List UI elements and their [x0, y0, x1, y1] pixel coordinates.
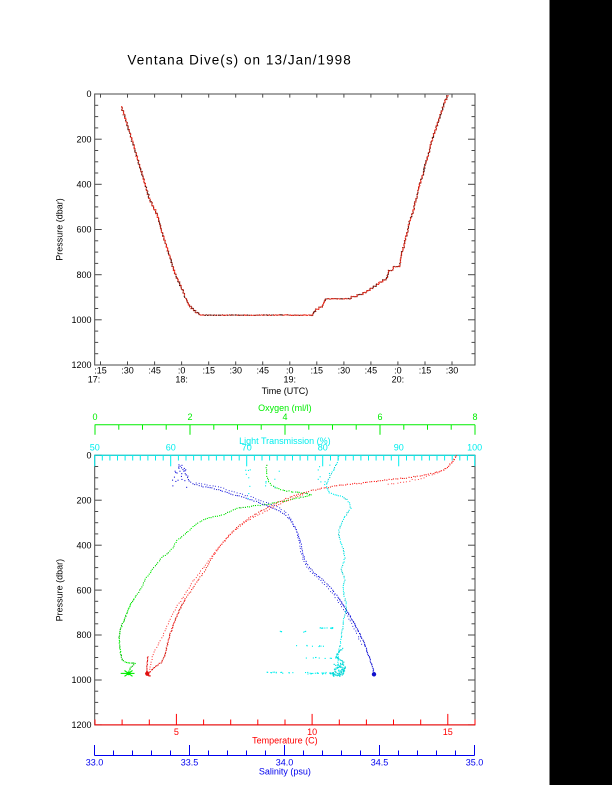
- svg-text:17:: 17:: [88, 375, 101, 385]
- svg-text:200: 200: [76, 495, 91, 505]
- svg-text::45: :45: [148, 366, 161, 376]
- svg-text:34.5: 34.5: [371, 757, 389, 767]
- svg-text:Time (UTC): Time (UTC): [262, 386, 309, 396]
- svg-text:Pressure (dbar): Pressure (dbar): [55, 198, 65, 261]
- svg-text:19:: 19:: [283, 375, 296, 385]
- svg-text:600: 600: [76, 225, 91, 235]
- svg-text::15: :15: [311, 366, 324, 376]
- svg-text:90: 90: [394, 443, 404, 453]
- svg-text:1000: 1000: [71, 675, 91, 685]
- svg-text:70: 70: [242, 443, 252, 453]
- svg-text:50: 50: [90, 443, 100, 453]
- svg-text:800: 800: [76, 270, 91, 280]
- svg-text:34.0: 34.0: [276, 757, 294, 767]
- svg-text:1000: 1000: [71, 315, 91, 325]
- svg-text:600: 600: [76, 585, 91, 595]
- svg-text:33.0: 33.0: [86, 757, 104, 767]
- svg-text::15: :15: [419, 366, 432, 376]
- svg-text::30: :30: [229, 366, 242, 376]
- svg-text:20:: 20:: [392, 375, 405, 385]
- svg-text:18:: 18:: [175, 375, 188, 385]
- svg-text::30: :30: [446, 366, 459, 376]
- svg-text:Light Transmission (%): Light Transmission (%): [239, 436, 331, 446]
- svg-text::15: :15: [202, 366, 215, 376]
- svg-text::0: :0: [286, 366, 294, 376]
- svg-text:5: 5: [174, 727, 179, 737]
- svg-text::0: :0: [178, 366, 186, 376]
- svg-text::45: :45: [256, 366, 269, 376]
- svg-text:Temperature (C): Temperature (C): [252, 735, 318, 745]
- svg-text:2: 2: [187, 412, 192, 422]
- svg-text:200: 200: [76, 134, 91, 144]
- svg-text:Oxygen (ml/l): Oxygen (ml/l): [258, 403, 312, 413]
- svg-text:4: 4: [282, 412, 287, 422]
- svg-text:Pressure (dbar): Pressure (dbar): [55, 559, 65, 622]
- svg-text:10: 10: [307, 727, 317, 737]
- svg-text:100: 100: [467, 443, 482, 453]
- svg-text:1200: 1200: [71, 720, 91, 730]
- svg-text:6: 6: [377, 412, 382, 422]
- svg-text:Ventana Dive(s) on 13/Jan/1998: Ventana Dive(s) on 13/Jan/1998: [127, 53, 351, 68]
- svg-text:33.5: 33.5: [181, 757, 199, 767]
- svg-text:400: 400: [76, 180, 91, 190]
- svg-text::0: :0: [394, 366, 402, 376]
- svg-text::30: :30: [121, 366, 134, 376]
- svg-text:15: 15: [443, 727, 453, 737]
- svg-text:0: 0: [92, 412, 97, 422]
- svg-text:Salinity (psu): Salinity (psu): [259, 766, 311, 776]
- svg-text:800: 800: [76, 630, 91, 640]
- svg-text::30: :30: [338, 366, 351, 376]
- svg-text:400: 400: [76, 540, 91, 550]
- svg-text::45: :45: [365, 366, 378, 376]
- svg-text:80: 80: [318, 443, 328, 453]
- svg-text:0: 0: [86, 451, 91, 461]
- svg-text:35.0: 35.0: [466, 757, 484, 767]
- svg-text:0: 0: [86, 89, 91, 99]
- svg-text::15: :15: [94, 366, 107, 376]
- svg-text:60: 60: [166, 443, 176, 453]
- svg-text:1200: 1200: [71, 360, 91, 370]
- svg-text:8: 8: [472, 412, 477, 422]
